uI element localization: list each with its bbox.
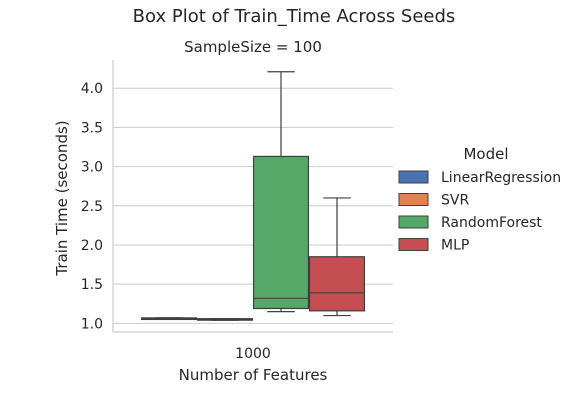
legend-swatch — [398, 238, 429, 251]
y-axis-label: Train Time (seconds) — [53, 120, 71, 276]
legend-label: MLP — [441, 238, 469, 254]
legend-title: Model — [463, 145, 508, 163]
legend-label: RandomForest — [441, 215, 542, 231]
y-ticks: 1.0 1.5 2.0 2.5 3.0 3.5 4.0 — [81, 81, 103, 332]
legend-label: SVR — [441, 193, 469, 209]
x-axis-label: Number of Features — [179, 366, 328, 384]
y-tick-label: 4.0 — [81, 81, 103, 97]
box-mlp — [308, 256, 366, 312]
y-tick-label: 2.5 — [81, 199, 103, 215]
y-tick-label: 3.0 — [81, 160, 103, 176]
facet-title: SampleSize = 100 — [184, 38, 322, 56]
legend-label: LinearRegression — [441, 170, 561, 186]
legend-swatch — [398, 193, 429, 206]
y-tick-label: 1.0 — [81, 316, 103, 332]
y-tick-label: 3.5 — [81, 120, 103, 136]
legend-swatch — [398, 170, 429, 184]
chart-title: Box Plot of Train_Time Across Seeds — [133, 6, 456, 27]
legend-swatch — [398, 215, 429, 229]
y-tick-label: 2.0 — [81, 238, 103, 254]
y-tick-label: 1.5 — [81, 277, 103, 293]
legend: LinearRegression SVR RandomForest MLP — [398, 170, 561, 254]
box-group — [140, 71, 366, 321]
x-tick-label: 1000 — [235, 346, 271, 362]
box-randomforest — [252, 155, 310, 310]
